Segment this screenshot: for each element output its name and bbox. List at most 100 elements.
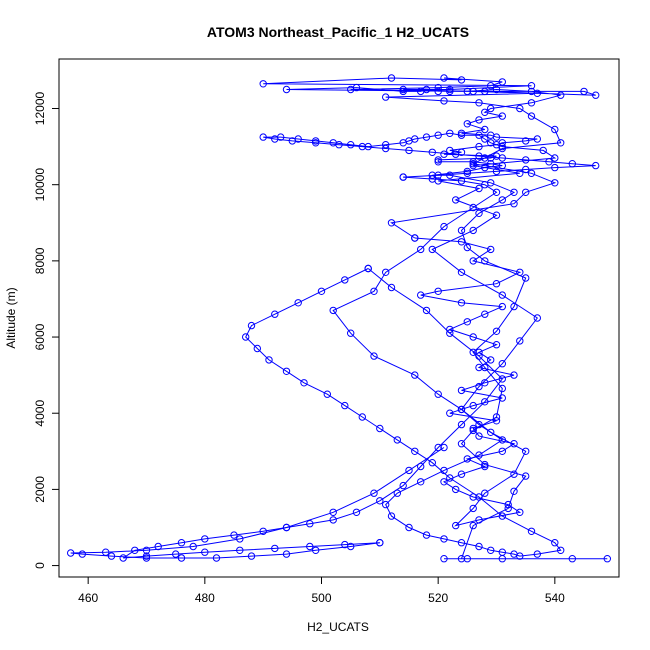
data-point [405,146,413,155]
data-point [492,327,501,335]
data-point [422,133,431,141]
data-point [370,352,378,360]
data-point [457,226,466,235]
data-point [469,348,477,356]
data-point [457,386,466,395]
data-point [457,177,466,185]
data-point [457,405,466,414]
series-line [122,268,503,559]
data-point [329,516,337,524]
data-point [551,163,559,172]
data-point [498,436,506,444]
data-point [481,125,489,134]
data-point [387,74,396,82]
data-point [551,125,559,134]
data-point [504,500,512,509]
chart-title: ATOM3 Northeast_Pacific_1 H2_UCATS [207,24,469,40]
data-point [352,508,361,516]
data-point [510,200,518,208]
data-point [212,554,221,562]
data-point [107,552,116,560]
data-point [527,99,536,107]
series-5 [67,443,448,562]
title-group: ATOM3 Northeast_Pacific_1 H2_UCATS [207,24,469,40]
data-point [440,74,448,82]
data-point [475,209,483,218]
data-point [317,287,326,295]
data-point [329,508,337,516]
data-point [457,238,466,246]
y-tick-label: 10000 [33,168,47,202]
data-point [533,89,541,98]
data-point [516,337,524,345]
data-point [487,245,495,254]
data-point [282,550,291,558]
data-point [469,426,477,435]
data-point [440,535,448,543]
data-point [452,521,460,530]
data-point [457,555,466,563]
data-point [551,539,559,547]
series-line [263,77,608,560]
data-point [417,245,425,254]
data-point [67,549,75,557]
data-point [452,196,460,204]
data-point [469,161,477,170]
data-point [247,321,256,330]
data-point [335,141,343,149]
data-point [527,527,536,535]
data-point [422,531,431,539]
data-point [399,87,407,96]
data-point [527,82,536,90]
data-point [475,184,483,193]
data-point [568,160,576,168]
data-point [370,489,378,497]
data-point [481,379,489,387]
data-point [364,264,372,273]
data-point [481,87,489,96]
data-point [405,466,413,475]
data-point [551,154,559,162]
data-point [457,420,466,429]
data-point [463,243,471,252]
data-point [446,171,454,179]
data-point [516,508,524,516]
data-point [516,552,524,560]
data-point [417,291,425,299]
data-point [282,523,291,532]
data-point [492,85,501,94]
data-point [592,161,600,170]
data-point [487,104,495,113]
data-point [492,341,501,349]
x-tick-label: 480 [195,591,215,605]
x-axis-label: H2_UCATS [307,620,369,634]
data-point [487,356,495,364]
data-point [201,535,209,543]
data-point [312,137,320,145]
data-point [469,504,477,513]
data-point [487,139,495,147]
data-point [539,146,547,155]
data-point [498,375,506,383]
data-point [306,520,314,528]
data-point [498,154,506,162]
data-point [522,165,530,174]
data-point [498,384,506,393]
data-point [469,333,477,341]
data-point [469,424,477,433]
data-point [247,552,256,560]
data-point [510,487,518,495]
data-point [446,474,454,482]
data-point [382,500,390,509]
x-axis: 460 480 500 520 540 [78,576,565,605]
data-point [434,83,442,92]
y-axis: 0 2000 4000 6000 8000 10000 12000 [33,92,60,569]
data-point [440,443,448,452]
data-point [382,268,390,276]
y-tick-label: 4000 [33,400,47,427]
data-point [434,131,442,139]
data-point [498,548,506,556]
data-point [323,390,331,398]
y-axis-label: Altitude (m) [4,287,18,348]
